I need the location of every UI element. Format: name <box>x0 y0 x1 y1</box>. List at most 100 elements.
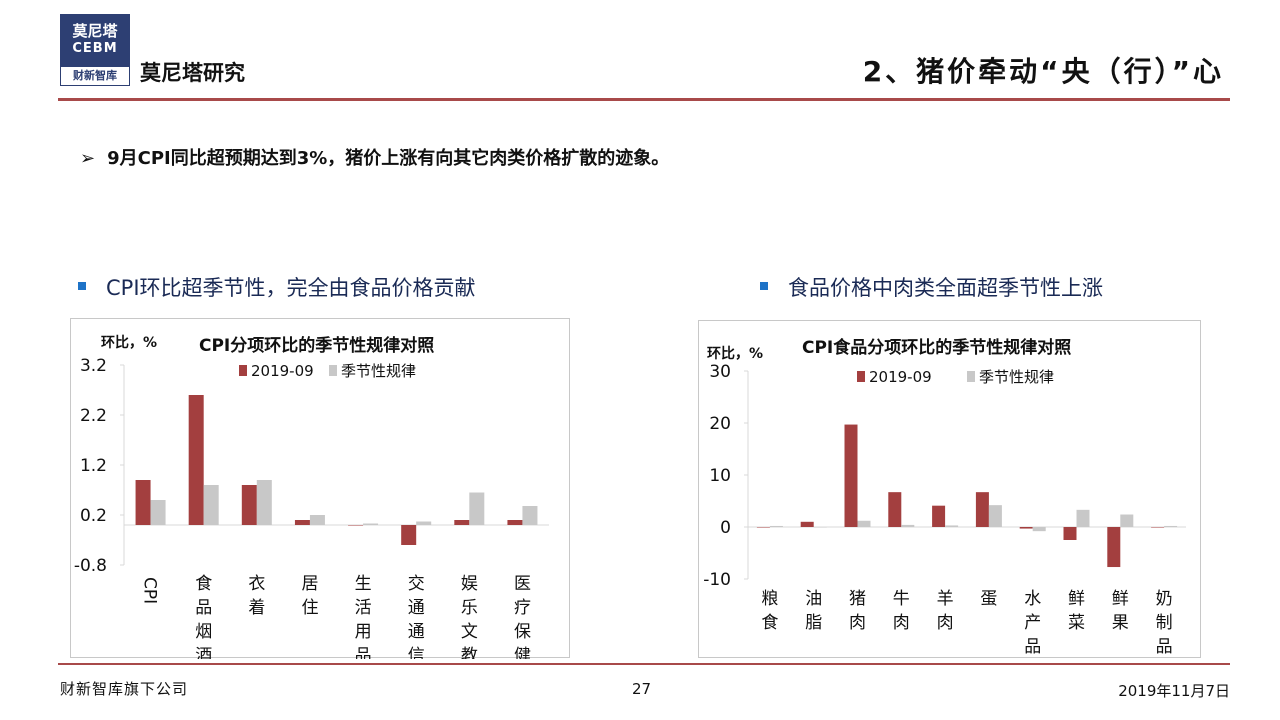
x-category-label: 交通通信 <box>408 574 425 659</box>
bar-2019-09 <box>1019 527 1033 529</box>
bar-2019-09 <box>756 527 770 528</box>
bar-seasonal <box>988 505 1002 527</box>
y-axis-label: 环比，% <box>101 334 157 351</box>
logo-en: CEBM <box>72 41 118 56</box>
page-title: 2、猪价牵动“央（行）”心 <box>862 55 1224 88</box>
bar-2019-09 <box>294 520 310 525</box>
legend-label: 2019-09 <box>869 368 932 386</box>
bar-seasonal <box>416 521 432 525</box>
bar-2019-09 <box>241 485 257 525</box>
bar-2019-09 <box>800 521 814 527</box>
logo: 莫尼塔 CEBM 财新智库 <box>60 14 130 86</box>
bar-seasonal <box>1032 527 1046 532</box>
footer-company: 财新智库旗下公司 <box>60 680 189 698</box>
bar-2019-09 <box>975 492 989 527</box>
x-category-label: 牛肉 <box>893 589 910 633</box>
x-category-label: 粮食 <box>761 589 778 633</box>
bar-seasonal <box>469 492 485 525</box>
bar-2019-09 <box>1107 527 1121 568</box>
bar-seasonal <box>1164 525 1178 527</box>
y-tick-label: -0.8 <box>74 556 107 576</box>
x-category-label: 居住 <box>301 574 318 618</box>
bar-seasonal <box>813 527 827 528</box>
y-tick-label: 30 <box>709 362 731 382</box>
y-tick-label: 10 <box>709 466 731 486</box>
bar-seasonal <box>522 506 538 525</box>
logo-cn: 莫尼塔 <box>72 22 118 40</box>
y-tick-label: 2.2 <box>80 406 107 426</box>
x-category-label: 衣着 <box>248 574 265 618</box>
section-title-left-text: CPI环比超季节性，完全由食品价格贡献 <box>106 276 476 300</box>
x-category-label: 鲜菜 <box>1068 589 1085 633</box>
bar-2019-09 <box>188 395 204 525</box>
chart-food-components: 30 20 10 0 -10 环比，% CPI食品分项环比的季节性规律对照 2019-09 季节… <box>698 320 1201 658</box>
bar-seasonal <box>256 480 272 525</box>
y-tick-label: 20 <box>709 414 731 434</box>
page-number: 27 <box>632 680 652 698</box>
bar-2019-09 <box>454 520 470 525</box>
x-category-label: 医疗保健 <box>514 574 531 659</box>
chart-title: CPI食品分项环比的季节性规律对照 <box>802 337 1071 358</box>
bar-seasonal <box>1076 509 1090 527</box>
legend-label: 2019-09 <box>251 362 314 380</box>
x-category-label: 娱乐文教 <box>461 574 478 659</box>
bar-seasonal <box>1120 514 1134 527</box>
bar-2019-09 <box>932 505 946 527</box>
logo-sub: 财新智库 <box>60 66 130 86</box>
x-category-label: 鲜果 <box>1112 589 1129 633</box>
x-category-label: 猪肉 <box>849 589 866 633</box>
chart-title: CPI分项环比的季节性规律对照 <box>199 335 434 356</box>
x-category-label: 油脂 <box>805 589 822 633</box>
x-category-label: 蛋 <box>980 589 997 609</box>
x-category-label: 羊肉 <box>937 589 954 633</box>
legend-swatch <box>329 365 337 376</box>
y-axis-label: 环比，% <box>707 345 763 362</box>
bar-seasonal <box>363 523 379 525</box>
bar-2019-09 <box>348 525 364 526</box>
bar-2019-09 <box>1063 527 1077 540</box>
x-category-label: 生活用品 <box>355 574 372 659</box>
bar-2019-09 <box>401 525 417 545</box>
bar-seasonal <box>901 524 915 527</box>
x-category-label: 奶制品 <box>1156 589 1173 657</box>
chart-cpi-components-svg: 3.2 2.2 1.2 0.2 -0.8 环比，% CPI分项环比的季节性规律对照 2019-… <box>74 334 549 666</box>
y-tick-label: 1.2 <box>80 456 107 476</box>
key-point: ➢ 9月CPI同比超预期达到3%，猪价上涨有向其它肉类价格扩散的迹象。 <box>80 144 669 170</box>
bar-seasonal <box>769 525 783 527</box>
y-tick-label: -10 <box>703 570 731 590</box>
legend-swatch <box>967 371 975 382</box>
x-category-label: 食品烟酒 <box>195 574 212 659</box>
legend-label: 季节性规律 <box>341 362 416 380</box>
legend-swatch <box>239 365 247 376</box>
key-point-text: 9月CPI同比超预期达到3%，猪价上涨有向其它肉类价格扩散的迹象。 <box>107 148 670 169</box>
y-tick-label: 0.2 <box>80 506 107 526</box>
section-title-left: CPI环比超季节性，完全由食品价格贡献 <box>78 272 476 302</box>
square-bullet-icon <box>760 282 768 290</box>
chart-food-components-svg: 30 20 10 0 -10 环比，% CPI食品分项环比的季节性规律对照 2019-09 季节… <box>703 337 1186 657</box>
bar-seasonal <box>150 500 166 525</box>
bar-2019-09 <box>888 492 902 527</box>
bar-seasonal <box>309 515 325 525</box>
y-tick-label: 3.2 <box>80 356 107 376</box>
section-title-right: 食品价格中肉类全面超季节性上涨 <box>760 272 1103 302</box>
footer-date: 2019年11月7日 <box>1118 682 1230 700</box>
bar-2019-09 <box>135 480 151 525</box>
bar-2019-09 <box>507 520 523 525</box>
chart-cpi-components: 3.2 2.2 1.2 0.2 -0.8 环比，% CPI分项环比的季节性规律对照 2019-… <box>70 318 570 666</box>
bar-seasonal <box>945 525 959 527</box>
legend-swatch <box>857 371 865 382</box>
y-tick-label: 0 <box>720 518 731 538</box>
arrow-bullet-icon: ➢ <box>80 148 96 169</box>
square-bullet-icon <box>78 282 86 290</box>
legend-label: 季节性规律 <box>979 368 1054 386</box>
bar-seasonal <box>203 485 219 525</box>
bar-2019-09 <box>844 424 858 527</box>
bar-2019-09 <box>1151 527 1165 528</box>
footer-divider <box>58 663 1230 665</box>
brand-name: 莫尼塔研究 <box>140 60 245 85</box>
section-title-right-text: 食品价格中肉类全面超季节性上涨 <box>788 276 1103 300</box>
x-category-label: CPI <box>140 577 160 604</box>
bar-seasonal <box>857 520 871 527</box>
x-category-label: 水产品 <box>1024 589 1041 657</box>
header-divider <box>58 98 1230 101</box>
